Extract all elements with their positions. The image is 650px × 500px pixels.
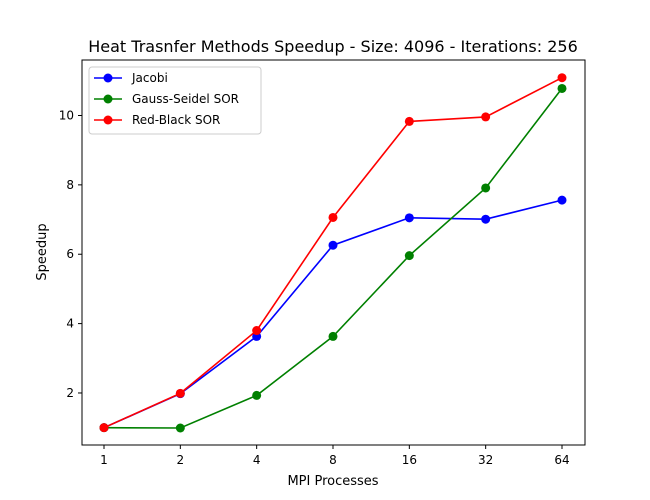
data-point-jacobi xyxy=(328,240,338,250)
data-point-red-black-sor xyxy=(252,326,262,336)
legend: Jacobi Gauss-Seidel SOR Red-Black SOR xyxy=(88,66,262,135)
data-point-red-black-sor xyxy=(404,116,414,126)
data-point-gauss-seidel-sor xyxy=(175,423,185,433)
data-point-gauss-seidel-sor xyxy=(328,331,338,341)
legend-label: Jacobi xyxy=(131,71,168,85)
data-point-gauss-seidel-sor xyxy=(252,390,262,400)
data-point-red-black-sor xyxy=(557,73,567,83)
x-tick-label: 32 xyxy=(478,453,493,467)
data-point-red-black-sor xyxy=(481,112,491,122)
x-axis-ticks: 1 2 4 8 16 32 64 xyxy=(100,445,570,467)
y-tick-label: 4 xyxy=(66,317,74,331)
data-point-gauss-seidel-sor xyxy=(557,83,567,93)
x-axis-label: MPI Processes xyxy=(287,474,378,489)
data-point-gauss-seidel-sor xyxy=(404,251,414,261)
y-tick-label: 6 xyxy=(66,247,74,261)
legend-label: Red-Black SOR xyxy=(132,113,220,127)
legend-swatch-marker xyxy=(103,73,113,83)
data-point-jacobi xyxy=(557,195,567,205)
data-point-red-black-sor xyxy=(175,388,185,398)
data-point-jacobi xyxy=(404,213,414,223)
series-line-gauss-seidel-sor xyxy=(103,87,563,429)
data-point-jacobi xyxy=(481,214,491,224)
chart-title: Heat Trasnfer Methods Speedup - Size: 40… xyxy=(88,37,578,56)
x-tick-label: 64 xyxy=(554,453,569,467)
x-tick-label: 1 xyxy=(100,453,108,467)
y-axis-label: Speedup xyxy=(35,223,50,280)
x-tick-label: 2 xyxy=(177,453,185,467)
series-line-jacobi xyxy=(103,199,563,429)
x-tick-label: 8 xyxy=(329,453,337,467)
data-point-red-black-sor xyxy=(328,212,338,222)
legend-swatch-marker xyxy=(103,94,113,104)
legend-swatch-marker xyxy=(103,115,113,125)
series-red-black-sor xyxy=(99,73,567,433)
y-tick-label: 8 xyxy=(66,178,74,192)
legend-label: Gauss-Seidel SOR xyxy=(132,92,239,106)
legend-item-gauss-seidel-sor: Gauss-Seidel SOR xyxy=(94,92,239,106)
data-point-red-black-sor xyxy=(99,423,109,433)
series-gauss-seidel-sor xyxy=(99,83,567,433)
legend-box xyxy=(88,66,262,135)
x-tick-label: 4 xyxy=(253,453,261,467)
y-tick-label: 2 xyxy=(66,386,74,400)
y-tick-label: 10 xyxy=(59,108,74,122)
series-layer xyxy=(99,73,567,433)
data-point-gauss-seidel-sor xyxy=(481,183,491,193)
y-axis-ticks: 2 4 6 8 10 xyxy=(59,108,82,400)
series-jacobi xyxy=(99,195,567,433)
x-tick-label: 16 xyxy=(402,453,417,467)
legend-item-red-black-sor: Red-Black SOR xyxy=(94,113,220,127)
legend-item-jacobi: Jacobi xyxy=(94,71,168,85)
